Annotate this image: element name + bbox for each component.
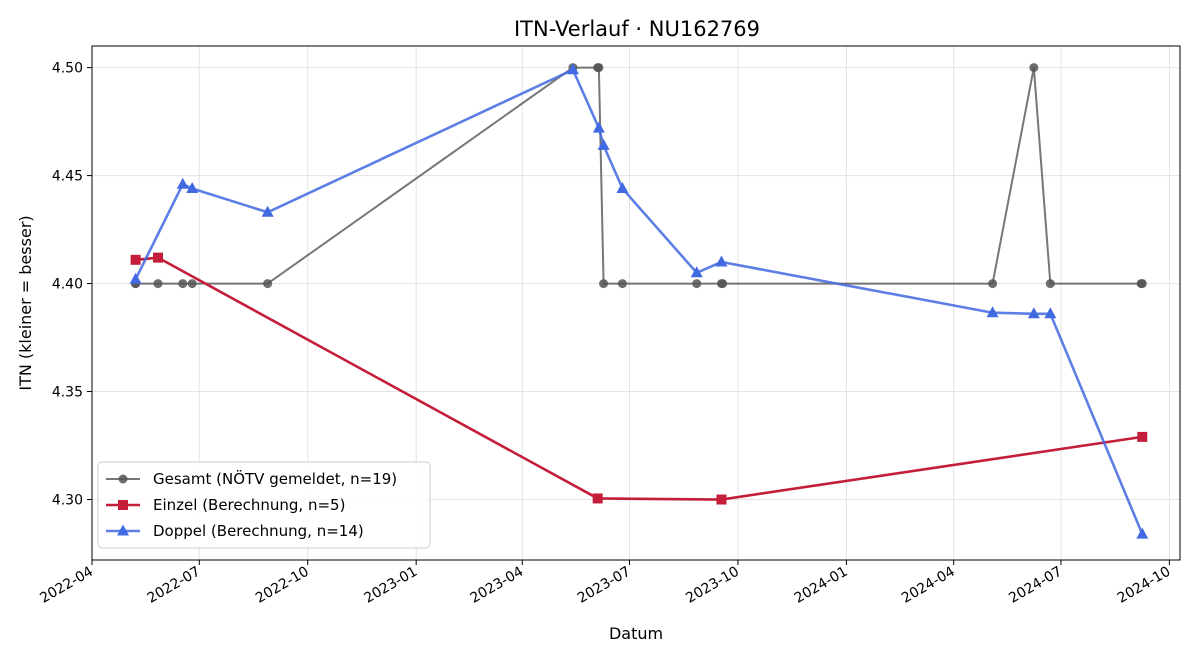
data-point bbox=[718, 279, 728, 289]
data-point bbox=[186, 182, 199, 194]
legend-box bbox=[97, 461, 431, 549]
series-layer bbox=[129, 63, 1149, 539]
legend-label: Gesamt (NÖTV gemeldet, n=19) bbox=[153, 469, 397, 488]
data-point bbox=[988, 279, 998, 289]
legend: Gesamt (NÖTV gemeldet, n=19) Einzel (Bere… bbox=[97, 461, 431, 549]
x-axis-label: Datum bbox=[609, 624, 663, 643]
data-point bbox=[566, 63, 579, 75]
data-point bbox=[592, 121, 605, 133]
data-point bbox=[153, 252, 164, 263]
data-point bbox=[1044, 307, 1057, 319]
data-point bbox=[1137, 431, 1148, 442]
legend-label: Doppel (Berechnung, n=14) bbox=[153, 522, 364, 540]
series-1 bbox=[131, 63, 1147, 289]
data-point bbox=[592, 493, 603, 504]
y-tick-label: 4.35 bbox=[52, 385, 83, 401]
y-tick-label: 4.50 bbox=[52, 61, 83, 77]
chart-title: ITN-Verlauf · NU162769 bbox=[514, 17, 760, 41]
y-axis-label: ITN (kleiner = besser) bbox=[16, 215, 35, 390]
data-point bbox=[129, 272, 142, 284]
y-tick-label: 4.30 bbox=[52, 493, 83, 509]
data-point bbox=[594, 63, 604, 73]
series-2 bbox=[130, 252, 1148, 505]
y-axis: 4.30 4.35 4.40 4.45 4.50 bbox=[52, 61, 92, 509]
data-point bbox=[1045, 279, 1055, 289]
series-3 bbox=[129, 63, 1149, 539]
legend-marker bbox=[118, 500, 128, 510]
data-point bbox=[690, 266, 703, 278]
plot-frame bbox=[91, 45, 1181, 561]
data-point bbox=[1029, 63, 1039, 73]
data-point bbox=[599, 279, 609, 289]
legend-label: Einzel (Berechnung, n=5) bbox=[153, 496, 345, 514]
y-tick-label: 4.45 bbox=[52, 169, 83, 185]
data-point bbox=[178, 279, 188, 289]
data-point bbox=[130, 254, 141, 265]
y-tick-label: 4.40 bbox=[52, 277, 83, 293]
legend-marker bbox=[117, 524, 129, 536]
data-point bbox=[153, 279, 163, 289]
data-point bbox=[986, 306, 999, 318]
data-point bbox=[1136, 527, 1149, 539]
data-point bbox=[1027, 307, 1040, 319]
data-point bbox=[597, 138, 610, 150]
legend-marker bbox=[118, 474, 128, 484]
data-point bbox=[261, 205, 274, 217]
data-point bbox=[617, 279, 627, 289]
data-point bbox=[1137, 279, 1147, 289]
series-line bbox=[134, 68, 1144, 535]
data-point bbox=[692, 279, 702, 289]
data-point bbox=[616, 182, 629, 194]
data-point bbox=[187, 279, 197, 289]
data-point bbox=[263, 279, 273, 289]
data-point bbox=[176, 177, 189, 189]
data-point bbox=[716, 494, 727, 505]
data-point bbox=[715, 255, 728, 267]
